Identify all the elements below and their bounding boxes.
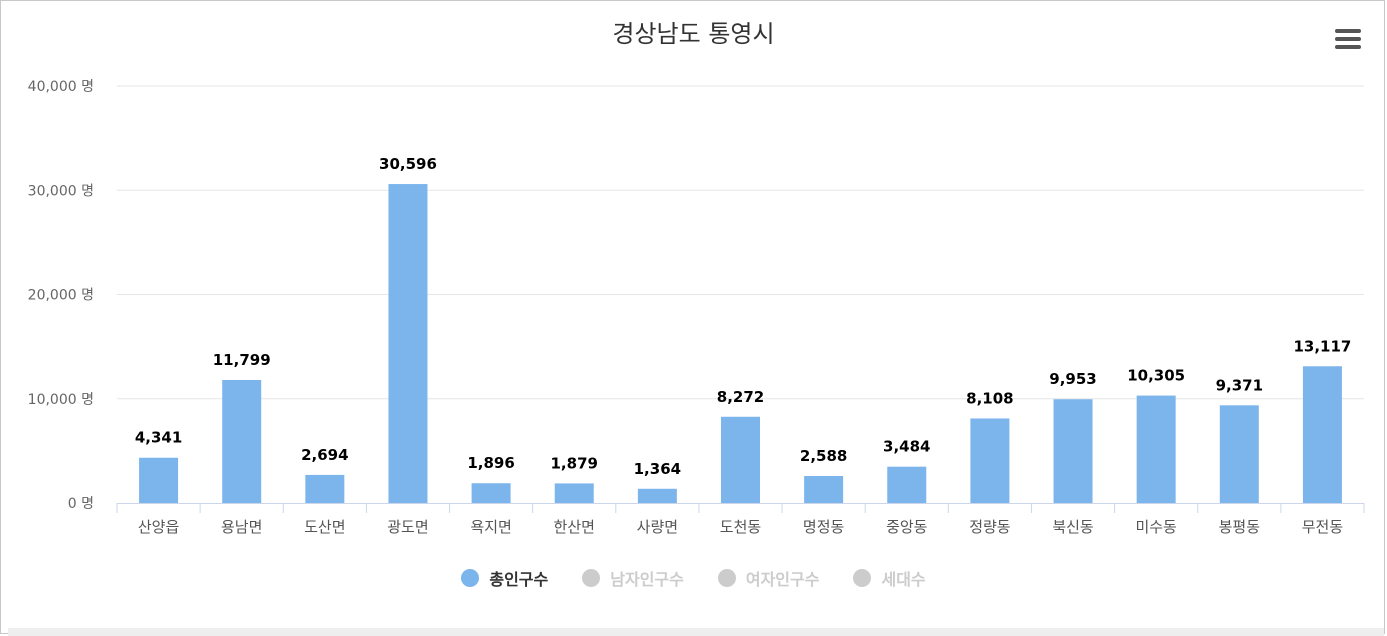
bar[interactable]: [471, 483, 511, 503]
bar[interactable]: [1302, 366, 1342, 503]
data-label: 11,799: [213, 351, 271, 369]
bar[interactable]: [804, 476, 844, 503]
legend-label: 세대수: [881, 570, 926, 589]
bar[interactable]: [637, 488, 677, 503]
bar[interactable]: [222, 379, 262, 503]
x-tick-label: 명정동: [803, 518, 845, 536]
bottom-strip: [8, 628, 1384, 636]
legend-dot-icon: [717, 569, 736, 587]
legend-item[interactable]: 총인구수: [461, 566, 548, 590]
data-label: 9,371: [1216, 376, 1263, 394]
y-tick-label: 20,000 명: [28, 288, 94, 304]
hamburger-menu-icon[interactable]: [1334, 28, 1362, 50]
x-tick-label: 도천동: [720, 518, 762, 536]
bar[interactable]: [887, 466, 927, 503]
legend-label: 총인구수: [489, 570, 549, 589]
data-label: 30,596: [379, 155, 437, 173]
bar[interactable]: [1219, 405, 1259, 503]
x-tick-label: 사량면: [637, 518, 678, 536]
chart-title: 경상남도 통영시: [612, 20, 775, 48]
x-tick-label: 욕지면: [470, 518, 511, 536]
data-label: 3,484: [883, 438, 930, 456]
x-tick-label: 광도면: [387, 518, 428, 536]
x-tick-label: 산양읍: [138, 518, 179, 536]
data-label: 1,896: [467, 454, 514, 472]
legend-label: 남자인구수: [610, 570, 684, 589]
legend-label: 여자인구수: [745, 570, 820, 589]
x-tick-label: 도산면: [304, 518, 345, 536]
bar[interactable]: [139, 457, 179, 503]
data-label: 8,272: [717, 388, 764, 406]
data-label: 2,588: [800, 447, 847, 465]
x-tick-label: 북신동: [1052, 518, 1094, 536]
data-label: 2,694: [301, 446, 348, 464]
bar[interactable]: [721, 416, 760, 503]
data-label: 13,117: [1293, 337, 1351, 355]
data-label: 9,953: [1049, 370, 1096, 388]
x-tick-label: 무전동: [1302, 518, 1344, 536]
bar[interactable]: [1136, 395, 1176, 503]
data-label: 1,364: [634, 460, 681, 478]
legend-dot-icon: [853, 569, 872, 587]
bar[interactable]: [305, 474, 345, 503]
x-tick-label: 봉평동: [1219, 518, 1261, 536]
y-tick-label: 0 명: [68, 496, 94, 512]
legend-dot-icon: [461, 569, 480, 587]
bar[interactable]: [970, 418, 1010, 503]
y-tick-label: 30,000 명: [28, 183, 94, 199]
x-tick-label: 중앙동: [886, 518, 928, 536]
y-tick-label: 10,000 명: [28, 392, 94, 408]
data-label: 10,305: [1127, 367, 1185, 385]
x-tick-label: 용남면: [221, 518, 262, 536]
chart-legend: 총인구수 남자인구수 여자인구수 세대수: [0, 566, 1387, 590]
legend-item[interactable]: 세대수: [853, 566, 926, 590]
x-tick-label: 한산면: [554, 518, 595, 536]
y-tick-label: 40,000 명: [28, 79, 94, 95]
data-label: 4,341: [135, 429, 182, 447]
legend-dot-icon: [582, 569, 601, 587]
bar[interactable]: [388, 184, 428, 504]
bar[interactable]: [554, 483, 594, 503]
legend-item[interactable]: 남자인구수: [582, 566, 684, 590]
legend-item[interactable]: 여자인구수: [717, 566, 820, 590]
bar[interactable]: [1053, 399, 1093, 503]
x-tick-label: 정량동: [969, 518, 1011, 536]
data-label: 1,879: [551, 454, 598, 472]
data-label: 8,108: [966, 389, 1013, 407]
x-tick-label: 미수동: [1135, 518, 1177, 536]
